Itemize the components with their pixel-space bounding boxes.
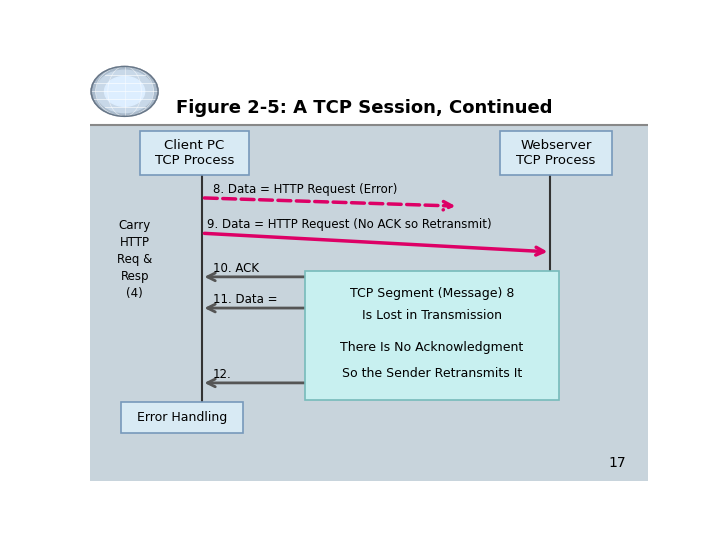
Text: 12.: 12. [213, 368, 232, 381]
Text: Client PC
TCP Process: Client PC TCP Process [155, 139, 234, 167]
Circle shape [104, 77, 145, 106]
Text: So the Sender Retransmits It: So the Sender Retransmits It [342, 367, 522, 380]
FancyBboxPatch shape [121, 402, 243, 433]
Circle shape [96, 70, 153, 113]
Text: 11. Data =: 11. Data = [213, 293, 277, 306]
Text: TCP Segment (Message) 8: TCP Segment (Message) 8 [350, 287, 514, 300]
Text: 17: 17 [608, 456, 626, 470]
Text: Figure 2-5: A TCP Session, Continued: Figure 2-5: A TCP Session, Continued [176, 99, 553, 118]
Text: Webserver
TCP Process: Webserver TCP Process [516, 139, 595, 167]
FancyBboxPatch shape [305, 271, 559, 400]
Text: 9. Data = HTTP Request (No ACK so Retransmit): 9. Data = HTTP Request (No ACK so Retran… [207, 218, 492, 231]
FancyBboxPatch shape [500, 131, 612, 175]
Bar [90, 65, 648, 125]
Circle shape [91, 66, 158, 116]
Text: Carry
HTTP
Req &
Resp
(4): Carry HTTP Req & Resp (4) [117, 219, 152, 300]
Text: There Is No Acknowledgment: There Is No Acknowledgment [340, 341, 523, 354]
Text: Error Handling: Error Handling [137, 411, 228, 424]
Text: 8. Data = HTTP Request (Error): 8. Data = HTTP Request (Error) [213, 183, 397, 196]
Text: 10. ACK: 10. ACK [213, 262, 258, 275]
Text: Is Lost in Transmission: Is Lost in Transmission [361, 309, 502, 322]
Bar [90, 125, 648, 481]
FancyBboxPatch shape [140, 131, 249, 175]
Circle shape [93, 68, 156, 115]
